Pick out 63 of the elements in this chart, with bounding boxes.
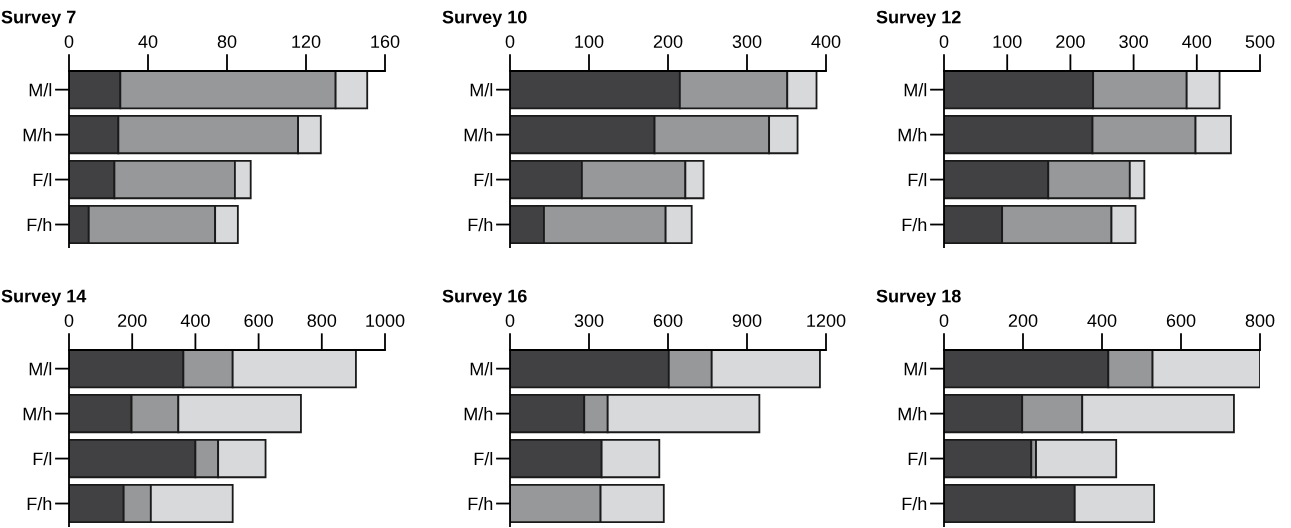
- x-tick-label: 600: [1166, 314, 1196, 327]
- x-tick-label: 300: [732, 35, 762, 48]
- x-tick-label: 0: [64, 35, 74, 48]
- y-tick-label: M/l: [470, 83, 493, 97]
- chart-title: Survey 16: [442, 289, 527, 306]
- x-tick-label: 800: [307, 314, 337, 327]
- x-tick-label: 120: [292, 35, 321, 48]
- y-tick-label: F/h: [27, 496, 52, 511]
- x-tick-label: 80: [217, 35, 237, 48]
- y-tick-label: M/h: [898, 128, 927, 142]
- chart-title: Survey 18: [876, 289, 961, 306]
- x-tick-label: 400: [1182, 35, 1212, 48]
- x-tick-label: 800: [1245, 314, 1275, 327]
- y-tick-label: F/l: [908, 452, 927, 466]
- x-tick-label: 400: [180, 314, 210, 327]
- x-tick-label: 0: [939, 35, 949, 48]
- y-tick-label: M/h: [464, 128, 493, 142]
- x-tick-label: 600: [244, 314, 273, 327]
- x-tick-label: 300: [574, 314, 604, 327]
- x-tick-label: 0: [64, 314, 74, 327]
- x-tick-label: 100: [575, 35, 604, 48]
- y-tick-label: M/h: [898, 407, 927, 421]
- x-tick-label: 200: [1056, 35, 1085, 48]
- x-tick-label: 400: [1087, 314, 1117, 327]
- x-tick-label: 200: [653, 35, 683, 48]
- y-tick-label: M/h: [23, 128, 52, 142]
- x-tick-label: 900: [732, 314, 762, 327]
- y-tick-label: F/h: [902, 217, 927, 232]
- y-tick-label: M/h: [464, 407, 493, 421]
- x-tick-label: 0: [505, 314, 515, 327]
- y-tick-label: M/l: [29, 83, 52, 97]
- y-tick-label: M/h: [23, 407, 52, 421]
- chart-title: Survey 12: [876, 10, 961, 27]
- y-tick-label: F/h: [468, 217, 493, 232]
- x-tick-label: 500: [1245, 35, 1275, 48]
- y-tick-label: F/h: [468, 496, 493, 511]
- x-tick-label: 400: [811, 35, 841, 48]
- y-tick-label: F/l: [474, 173, 493, 187]
- x-tick-label: 0: [505, 35, 515, 48]
- chart-title: Survey 14: [1, 289, 87, 306]
- x-tick-label: 600: [653, 314, 683, 327]
- y-tick-label: F/l: [33, 452, 52, 466]
- x-tick-label: 160: [371, 35, 400, 48]
- y-tick-label: M/l: [470, 362, 493, 376]
- y-tick-label: M/l: [904, 83, 927, 97]
- chart-title: Survey 10: [442, 10, 527, 27]
- bar: [944, 439, 1033, 479]
- x-tick-label: 300: [1119, 35, 1148, 48]
- x-tick-label: 100: [993, 35, 1022, 48]
- y-tick-label: M/l: [29, 362, 52, 376]
- y-tick-label: F/l: [33, 173, 52, 187]
- x-tick-label: 200: [118, 314, 147, 327]
- y-tick-label: M/l: [904, 362, 927, 376]
- x-tick-label: 40: [138, 35, 158, 48]
- y-tick-label: F/h: [902, 496, 927, 511]
- y-tick-label: F/l: [474, 452, 493, 466]
- x-tick-label: 0: [939, 314, 949, 327]
- x-tick-label: 1200: [807, 314, 846, 327]
- y-tick-label: F/h: [27, 217, 52, 232]
- x-tick-label: 1000: [366, 314, 405, 327]
- x-tick-label: 200: [1008, 314, 1038, 327]
- chart-title: Survey 7: [1, 10, 76, 27]
- y-tick-label: F/l: [908, 173, 927, 187]
